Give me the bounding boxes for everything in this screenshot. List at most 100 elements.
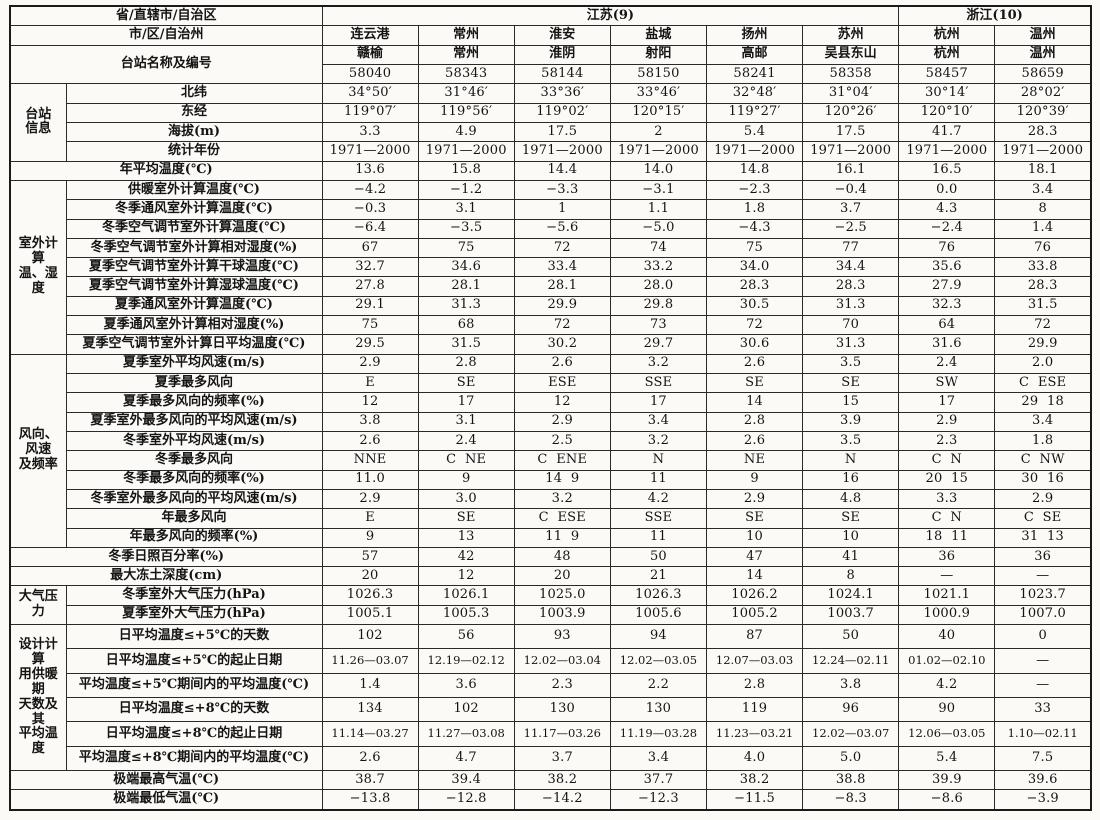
value-cell: 2.6 bbox=[705, 353, 804, 375]
value-cell: 50 bbox=[802, 624, 900, 650]
value-cell: 20 bbox=[321, 566, 419, 587]
value-cell: 2.8 bbox=[705, 672, 804, 699]
value-cell: 1026.3 bbox=[609, 585, 708, 606]
value-cell: 1971—2000 bbox=[609, 141, 708, 162]
value-cell: −0.4 bbox=[802, 179, 900, 201]
value-cell: 3.8 bbox=[321, 411, 419, 432]
value-cell: −4.3 bbox=[705, 218, 804, 239]
value-cell: 11.0 bbox=[321, 469, 419, 490]
table-row: 冬季室外平均风速(m/s) 2.6 2.4 2.5 3.2 2.6 3.5 2.3 1.8 bbox=[10, 430, 1092, 452]
table-row: 最大冻土深度(cm) 20 12 20 21 14 8— — bbox=[9, 566, 1092, 587]
value-cell: 3.7 bbox=[802, 199, 900, 220]
value-cell: 9 bbox=[321, 527, 419, 548]
row-label: 夏季通风室外计算相对湿度(%) bbox=[65, 315, 323, 336]
value-cell: 31°46′ bbox=[417, 83, 515, 104]
value-cell: 28.0 bbox=[609, 276, 708, 297]
value-cell: 16.1 bbox=[802, 160, 900, 181]
value-cell: 30 16 bbox=[994, 469, 1092, 490]
value-cell: 31.5 bbox=[994, 295, 1092, 317]
station-name-cell: 赣榆 bbox=[321, 44, 419, 66]
value-cell: 29.8 bbox=[609, 295, 708, 317]
row-label: 夏季空气调节室外计算日平均温度(℃) bbox=[65, 334, 323, 355]
value-cell: 30.5 bbox=[705, 295, 804, 317]
value-cell: 39.9 bbox=[898, 770, 996, 791]
value-cell: −2.4 bbox=[898, 218, 996, 239]
row-label: 供暖室外计算温度(℃) bbox=[65, 179, 323, 201]
value-cell: 28.3 bbox=[994, 121, 1092, 143]
value-cell: 87 bbox=[705, 624, 804, 650]
value-cell: 3.7 bbox=[513, 745, 611, 772]
value-cell: 15.8 bbox=[417, 160, 515, 181]
value-cell: 17 bbox=[417, 392, 515, 413]
group-label: 室外计算 温、湿度 bbox=[9, 179, 67, 355]
value-cell: 12.19—02.12 bbox=[417, 648, 515, 674]
value-cell: 42 bbox=[417, 546, 515, 568]
value-cell: 1026.1 bbox=[417, 585, 515, 606]
value-cell: 4.3 bbox=[898, 199, 996, 220]
value-cell: 1971—2000 bbox=[994, 141, 1092, 162]
value-cell: C SE bbox=[994, 508, 1092, 529]
value-cell: 2.3 bbox=[898, 430, 996, 452]
table-row: 夏季空气调节室外计算湿球温度(℃) 27.8 28.1 28.1 28.0 28.3 28.… bbox=[10, 276, 1092, 297]
value-cell: 34.4 bbox=[802, 257, 900, 278]
value-cell: −12.3 bbox=[609, 789, 708, 811]
value-cell: −12.8 bbox=[417, 789, 515, 811]
value-cell: — bbox=[994, 648, 1092, 674]
row-label: 最大冻土深度(cm) bbox=[9, 566, 323, 587]
row-label: 夏季最多风向 bbox=[65, 373, 323, 394]
value-cell: 119°56′ bbox=[417, 102, 515, 123]
value-cell: 1024.1 bbox=[802, 585, 900, 606]
table-row: 风向、 风速 及频率 夏季室外平均风速(m/s) 2.9 2.8 2.6 3.2 2.6 3.… bbox=[9, 353, 1092, 548]
value-cell: 1023.7 bbox=[994, 585, 1092, 606]
value-cell: 1.10—02.11 bbox=[994, 721, 1092, 747]
city-cell: 常州 bbox=[417, 25, 515, 46]
value-cell: 11.17—03.26 bbox=[513, 721, 611, 747]
value-cell: 12 bbox=[321, 392, 419, 413]
row-label: 冬季日照百分率(%) bbox=[9, 546, 323, 568]
value-cell: 31.6 bbox=[898, 334, 996, 355]
value-cell: 12.02—03.07 bbox=[802, 721, 900, 747]
table-row: 夏季室外最多风向的平均风速(m/s) 3.8 3.1 2.9 3.4 2.8 3.9 2.9 3… bbox=[10, 411, 1092, 432]
value-cell: 11.23—03.21 bbox=[705, 721, 804, 747]
value-cell: 3.0 bbox=[417, 488, 515, 510]
value-cell: 1005.3 bbox=[417, 604, 515, 626]
value-cell: 4.2 bbox=[609, 488, 708, 510]
value-cell: 3.4 bbox=[609, 745, 708, 772]
value-cell: 1971—2000 bbox=[705, 141, 804, 162]
value-cell: 3.4 bbox=[994, 179, 1092, 201]
value-cell: 31 13 bbox=[994, 527, 1092, 548]
value-cell: 33°46′ bbox=[609, 83, 708, 104]
value-cell: 1007.0 bbox=[994, 604, 1092, 626]
row-label: 日平均温度≤+5℃的起止日期 bbox=[65, 648, 323, 674]
table-row: 日平均温度≤+5℃的起止日期 11.26—03.07 12.19—02.12 12.0… bbox=[10, 648, 1092, 674]
value-cell: SE bbox=[417, 508, 515, 529]
value-cell: 72 bbox=[994, 315, 1092, 336]
value-cell: 31.3 bbox=[417, 295, 515, 317]
value-cell: 28°02′ bbox=[994, 83, 1092, 104]
value-cell: 5.4 bbox=[898, 745, 996, 772]
value-cell: SW bbox=[898, 373, 996, 394]
value-cell: SE bbox=[802, 373, 900, 394]
value-cell: 94 bbox=[609, 624, 708, 650]
value-cell: 2.9 bbox=[994, 488, 1092, 510]
value-cell: 119°27′ bbox=[705, 102, 804, 123]
value-cell: 33.2 bbox=[609, 257, 708, 278]
row-label: 夏季最多风向的频率(%) bbox=[65, 392, 323, 413]
table-row: 冬季空气调节室外计算温度(℃) −6.4 −3.5 −5.6 −5.0 −4.3 −2.5−… bbox=[10, 218, 1092, 239]
row-label: 夏季室外平均风速(m/s) bbox=[65, 353, 323, 375]
value-cell: 41 bbox=[802, 546, 900, 568]
value-cell: 2.9 bbox=[321, 353, 419, 375]
value-cell: 29.7 bbox=[609, 334, 708, 355]
table-row: 室外计算 温、湿度 供暖室外计算温度(℃) −4.2 −1.2 −3.3 −3.1 −2.3… bbox=[9, 179, 1092, 355]
value-cell: 3.2 bbox=[513, 488, 611, 510]
value-cell: 2.9 bbox=[898, 411, 996, 432]
value-cell: 11.27—03.08 bbox=[417, 721, 515, 747]
value-cell: 119°02′ bbox=[513, 102, 611, 123]
station-code-cell: 58457 bbox=[898, 64, 996, 85]
station-name-cell: 杭州 bbox=[898, 44, 996, 66]
value-cell: SE bbox=[705, 373, 804, 394]
value-cell: 1005.1 bbox=[321, 604, 419, 626]
value-cell: 34.6 bbox=[417, 257, 515, 278]
value-cell: −3.9 bbox=[994, 789, 1092, 811]
